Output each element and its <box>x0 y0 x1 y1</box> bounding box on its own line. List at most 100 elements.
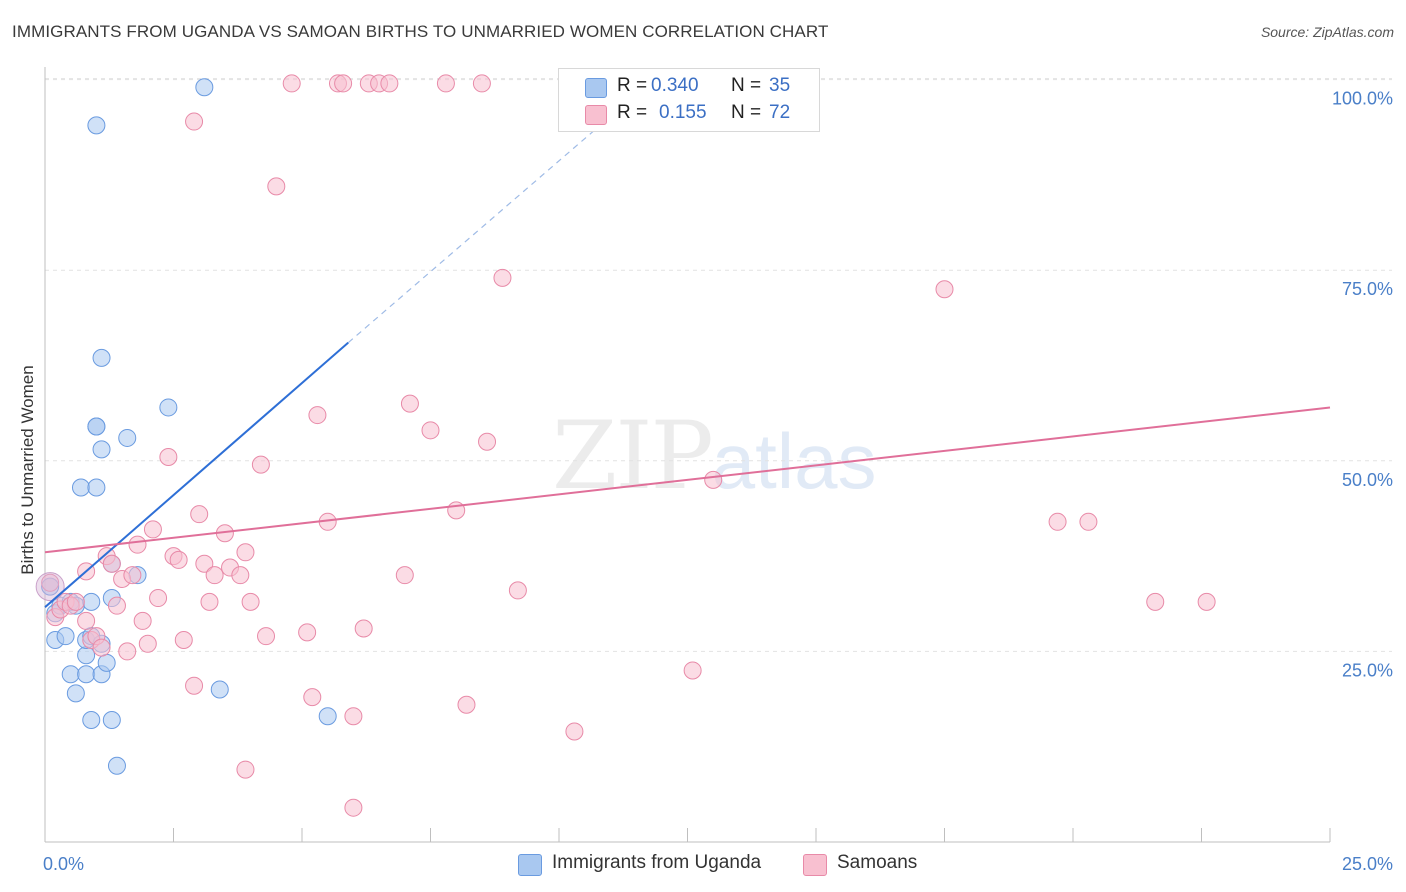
samoan-point <box>472 74 491 93</box>
samoan-point <box>267 177 286 196</box>
legend-n-value: 35 <box>769 75 791 96</box>
x-tick-label: 25.0% <box>1342 854 1393 874</box>
samoan-point <box>303 688 322 707</box>
uganda-point <box>159 398 178 417</box>
series-swatch-samoans <box>803 854 827 876</box>
samoan-point <box>565 722 584 741</box>
samoan-point <box>185 676 204 695</box>
series-label-uganda: Immigrants from Uganda <box>552 852 762 873</box>
uganda-point <box>66 684 85 703</box>
correlation-legend: R = 0.340 N = 35 R = 0.155 N = 72 <box>558 68 820 132</box>
cluster-point <box>35 572 65 602</box>
uganda-point <box>195 78 214 97</box>
samoan-point <box>241 592 260 611</box>
samoan-point <box>174 630 193 649</box>
samoan-point <box>102 554 121 573</box>
uganda-point <box>77 665 96 684</box>
legend-r-value: 0.155 <box>659 102 707 123</box>
chart-title: IMMIGRANTS FROM UGANDA VS SAMOAN BIRTHS … <box>12 22 829 41</box>
samoan-point <box>400 394 419 413</box>
samoan-point <box>508 581 527 600</box>
samoan-point <box>190 505 209 524</box>
uganda-point <box>87 417 106 436</box>
samoan-point <box>118 642 137 661</box>
samoan-point <box>169 550 188 569</box>
samoan-point <box>704 470 723 489</box>
legend-r-value: 0.340 <box>651 75 699 96</box>
samoan-point <box>308 406 327 425</box>
samoan-point <box>478 432 497 451</box>
uganda-point <box>77 646 96 665</box>
samoan-point <box>195 554 214 573</box>
y-tick-label: 50.0% <box>1342 470 1393 490</box>
samoan-point <box>107 596 126 615</box>
samoan-point <box>66 592 85 611</box>
uganda-point <box>71 478 90 497</box>
x-tick-label: 0.0% <box>43 854 84 874</box>
samoan-point <box>395 566 414 585</box>
samoan-point <box>200 592 219 611</box>
legend-n-label: N = <box>731 75 762 96</box>
samoan-point <box>205 566 224 585</box>
legend-swatch-uganda <box>585 78 607 98</box>
y-tick-label: 25.0% <box>1342 660 1393 680</box>
samoan-point <box>257 627 276 646</box>
samoan-point <box>1146 592 1165 611</box>
uganda-point <box>102 711 121 730</box>
samoan-point <box>123 566 142 585</box>
series-label-samoans: Samoans <box>837 852 918 873</box>
samoan-point <box>92 638 111 657</box>
samoan-point <box>133 611 152 630</box>
uganda-point <box>82 711 101 730</box>
y-tick-label: 75.0% <box>1342 279 1393 299</box>
samoan-point <box>380 74 399 93</box>
samoan-point <box>344 707 363 726</box>
samoan-point <box>421 421 440 440</box>
samoan-point <box>1197 592 1216 611</box>
samoan-point <box>1048 512 1067 531</box>
samoan-point <box>251 455 270 474</box>
samoan-point <box>143 520 162 539</box>
uganda-point <box>87 478 106 497</box>
samoan-point <box>493 268 512 287</box>
samoan-point <box>436 74 455 93</box>
source-credit: Source: ZipAtlas.com <box>1260 24 1394 40</box>
legend-n-label: N = <box>731 102 762 123</box>
samoan-point <box>231 566 250 585</box>
samoan-point <box>334 74 353 93</box>
uganda-point <box>61 665 80 684</box>
samoan-point <box>282 74 301 93</box>
legend-swatch-samoans <box>585 105 607 125</box>
samoan-point <box>128 535 147 554</box>
legend-n-value: 72 <box>769 102 791 123</box>
series-swatch-uganda <box>518 854 542 876</box>
uganda-point <box>118 428 137 447</box>
samoan-point <box>354 619 373 638</box>
uganda-point <box>87 116 106 135</box>
series-legend: Immigrants from Uganda Samoans <box>0 852 1406 878</box>
y-tick-label: 100.0% <box>1332 89 1393 109</box>
uganda-trend-line <box>44 341 349 608</box>
samoan-point <box>185 112 204 131</box>
legend-r-label: R = <box>617 102 648 123</box>
samoan-point <box>77 611 96 630</box>
samoan-point <box>236 543 255 562</box>
samoan-point <box>159 448 178 466</box>
samoan-trend-line <box>44 406 1331 554</box>
uganda-point <box>82 592 101 611</box>
uganda-point <box>92 440 111 459</box>
uganda-trend-extension <box>347 124 601 344</box>
legend-r-label: R = <box>617 75 648 96</box>
samoan-point <box>457 695 476 714</box>
uganda-point <box>92 348 111 367</box>
samoan-point <box>344 798 363 817</box>
uganda-point <box>318 707 337 726</box>
samoan-point <box>1079 512 1098 531</box>
samoan-point <box>138 634 157 653</box>
samoan-point <box>41 573 60 592</box>
uganda-point <box>56 627 75 646</box>
samoan-point <box>935 280 954 299</box>
samoan-point <box>236 760 255 779</box>
samoan-point <box>149 589 168 608</box>
